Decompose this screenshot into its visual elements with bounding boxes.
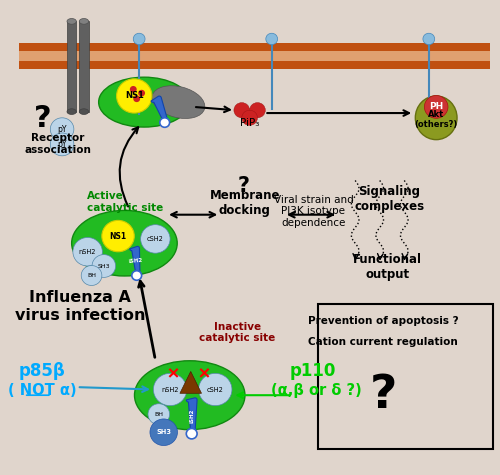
Ellipse shape (72, 210, 177, 276)
Text: Akt
(others?): Akt (others?) (414, 110, 458, 129)
Circle shape (134, 95, 140, 102)
Text: nSH2: nSH2 (162, 387, 179, 392)
Bar (67, 21, 76, 112)
Text: BH: BH (154, 412, 164, 417)
Text: PiP₃: PiP₃ (240, 117, 260, 128)
Text: iSH2: iSH2 (128, 258, 143, 265)
Text: ?: ? (370, 373, 397, 418)
Text: cSH2: cSH2 (147, 236, 164, 242)
Circle shape (50, 118, 74, 141)
Text: Inactive
catalytic site: Inactive catalytic site (199, 322, 276, 343)
Circle shape (154, 373, 187, 406)
Ellipse shape (152, 86, 205, 118)
Circle shape (242, 110, 258, 125)
Ellipse shape (134, 361, 245, 429)
Text: NS1: NS1 (125, 92, 144, 100)
Circle shape (186, 428, 197, 439)
Text: ( NOT α): ( NOT α) (8, 383, 77, 398)
Text: nSH2: nSH2 (79, 249, 96, 255)
Text: BH: BH (87, 273, 96, 278)
Circle shape (150, 419, 178, 446)
Text: Cation current regulation: Cation current regulation (308, 337, 458, 347)
Circle shape (138, 90, 145, 96)
Bar (19, 51, 490, 60)
Text: iSH2: iSH2 (189, 408, 194, 423)
Text: cSH2: cSH2 (207, 387, 224, 392)
Circle shape (148, 404, 170, 425)
Ellipse shape (67, 109, 76, 114)
Bar (318, 304, 492, 449)
Text: Signaling
complexes: Signaling complexes (354, 185, 424, 212)
Text: Prevention of apoptosis ?: Prevention of apoptosis ? (308, 315, 458, 326)
Circle shape (116, 79, 152, 113)
Circle shape (130, 86, 136, 93)
Bar (19, 43, 490, 52)
Text: (α,β or δ ?): (α,β or δ ?) (270, 383, 362, 398)
Polygon shape (180, 371, 202, 393)
Circle shape (250, 103, 266, 118)
Text: pY: pY (58, 125, 67, 133)
Circle shape (160, 118, 170, 127)
Text: PH: PH (429, 103, 444, 111)
Text: SH3: SH3 (98, 264, 110, 268)
Text: Receptor
association: Receptor association (24, 133, 92, 155)
Circle shape (198, 373, 232, 406)
Ellipse shape (98, 77, 190, 127)
Ellipse shape (80, 19, 88, 24)
Circle shape (102, 220, 134, 252)
Bar (80, 21, 88, 112)
Circle shape (92, 255, 116, 277)
Circle shape (140, 225, 170, 253)
Polygon shape (186, 398, 197, 433)
Bar (19, 60, 490, 69)
Circle shape (73, 238, 102, 266)
Ellipse shape (67, 19, 76, 24)
Circle shape (234, 103, 250, 118)
Polygon shape (118, 232, 134, 244)
Text: p110: p110 (290, 362, 336, 380)
Ellipse shape (80, 109, 88, 114)
Circle shape (134, 33, 145, 45)
Text: Influenza A
virus infection: Influenza A virus infection (15, 290, 146, 323)
Circle shape (50, 133, 74, 156)
Text: Membrane
docking: Membrane docking (210, 189, 280, 217)
Circle shape (424, 95, 448, 118)
Polygon shape (151, 96, 168, 122)
Text: SH3: SH3 (156, 429, 171, 435)
Circle shape (266, 33, 278, 45)
Ellipse shape (416, 96, 457, 140)
Text: NS1: NS1 (110, 232, 126, 240)
Polygon shape (130, 247, 140, 276)
Text: pY: pY (58, 140, 67, 149)
Text: Functional
output: Functional output (352, 253, 422, 281)
Text: Viral strain and
PI3K isotype
dependence: Viral strain and PI3K isotype dependence (274, 195, 353, 228)
Text: p85β: p85β (19, 362, 66, 380)
Circle shape (81, 266, 102, 285)
Circle shape (132, 271, 141, 280)
Text: ?: ? (34, 104, 52, 133)
Text: ?: ? (238, 176, 250, 196)
Text: Active
catalytic site: Active catalytic site (86, 191, 163, 213)
Circle shape (423, 33, 434, 45)
